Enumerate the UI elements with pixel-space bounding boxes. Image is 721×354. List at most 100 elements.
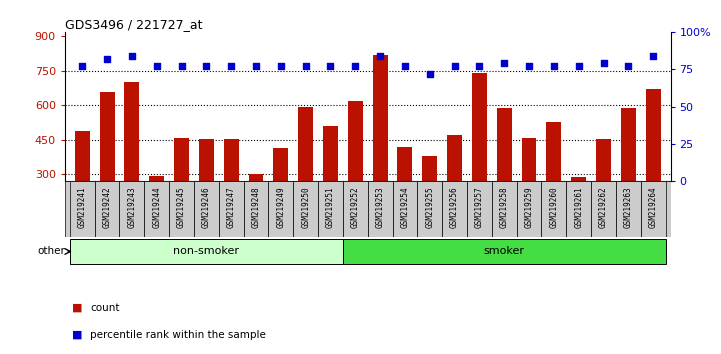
- Point: [448, 63, 460, 69]
- Point: [102, 56, 113, 62]
- Point: [424, 71, 435, 76]
- Text: ■: ■: [72, 330, 83, 339]
- Text: GSM219254: GSM219254: [400, 186, 410, 228]
- Text: GSM219243: GSM219243: [128, 186, 136, 228]
- Bar: [224, 139, 239, 244]
- Bar: [571, 177, 586, 244]
- Point: [250, 63, 262, 69]
- Bar: [199, 139, 214, 244]
- Bar: [194, 181, 218, 238]
- Point: [573, 63, 585, 69]
- Text: GSM219257: GSM219257: [475, 186, 484, 228]
- Bar: [75, 131, 89, 244]
- Bar: [249, 175, 263, 244]
- Text: GSM219241: GSM219241: [78, 186, 87, 228]
- Bar: [174, 138, 189, 244]
- Point: [226, 63, 237, 69]
- Bar: [566, 181, 591, 238]
- Text: GSM219253: GSM219253: [376, 186, 384, 228]
- Bar: [467, 181, 492, 238]
- Point: [374, 53, 386, 59]
- Bar: [392, 181, 417, 238]
- Bar: [621, 108, 636, 244]
- Text: other: other: [37, 246, 65, 257]
- Point: [622, 63, 634, 69]
- Text: GSM219251: GSM219251: [326, 186, 335, 228]
- Point: [126, 53, 138, 59]
- Bar: [492, 181, 517, 238]
- Bar: [318, 181, 343, 238]
- Point: [523, 63, 535, 69]
- Text: GDS3496 / 221727_at: GDS3496 / 221727_at: [65, 18, 203, 31]
- Bar: [641, 181, 665, 238]
- Bar: [497, 108, 512, 244]
- Point: [200, 63, 212, 69]
- Bar: [397, 147, 412, 244]
- Point: [350, 63, 361, 69]
- Text: GSM219256: GSM219256: [450, 186, 459, 228]
- Point: [399, 63, 411, 69]
- Bar: [125, 82, 139, 244]
- Bar: [591, 181, 616, 238]
- Bar: [472, 73, 487, 244]
- Bar: [99, 92, 115, 244]
- Bar: [120, 181, 144, 238]
- Bar: [323, 126, 338, 244]
- Text: percentile rank within the sample: percentile rank within the sample: [90, 330, 266, 339]
- Bar: [268, 181, 293, 238]
- Bar: [447, 135, 462, 244]
- Text: GSM219247: GSM219247: [226, 186, 236, 228]
- Bar: [541, 181, 566, 238]
- Text: smoker: smoker: [484, 246, 525, 257]
- Bar: [343, 181, 368, 238]
- Bar: [646, 89, 660, 244]
- Text: GSM219248: GSM219248: [252, 186, 260, 228]
- Point: [647, 53, 659, 59]
- Bar: [298, 107, 313, 244]
- Bar: [169, 181, 194, 238]
- Point: [498, 61, 510, 66]
- Text: GSM219259: GSM219259: [525, 186, 534, 228]
- Text: GSM219242: GSM219242: [102, 186, 112, 228]
- Bar: [517, 181, 541, 238]
- Point: [275, 63, 287, 69]
- Text: non-smoker: non-smoker: [173, 246, 239, 257]
- Point: [176, 63, 187, 69]
- Bar: [596, 139, 611, 244]
- Bar: [70, 239, 343, 264]
- Text: GSM219263: GSM219263: [624, 186, 633, 228]
- Text: GSM219249: GSM219249: [276, 186, 286, 228]
- Bar: [373, 55, 388, 244]
- Text: count: count: [90, 303, 120, 313]
- Bar: [244, 181, 268, 238]
- Bar: [218, 181, 244, 238]
- Bar: [343, 239, 665, 264]
- Bar: [368, 181, 392, 238]
- Bar: [273, 148, 288, 244]
- Point: [151, 63, 162, 69]
- Text: GSM219261: GSM219261: [574, 186, 583, 228]
- Text: GSM219250: GSM219250: [301, 186, 310, 228]
- Text: GSM219245: GSM219245: [177, 186, 186, 228]
- Point: [76, 63, 88, 69]
- Text: GSM219264: GSM219264: [649, 186, 658, 228]
- Bar: [70, 181, 94, 238]
- Text: ■: ■: [72, 303, 83, 313]
- Text: GSM219252: GSM219252: [351, 186, 360, 228]
- Bar: [521, 138, 536, 244]
- Bar: [94, 181, 120, 238]
- Text: GSM219244: GSM219244: [152, 186, 162, 228]
- Text: GSM219255: GSM219255: [425, 186, 434, 228]
- Bar: [417, 181, 442, 238]
- Point: [548, 63, 559, 69]
- Point: [324, 63, 336, 69]
- Point: [300, 63, 311, 69]
- Text: GSM219258: GSM219258: [500, 186, 509, 228]
- Bar: [423, 156, 437, 244]
- Text: GSM219262: GSM219262: [599, 186, 608, 228]
- Bar: [616, 181, 641, 238]
- Bar: [348, 101, 363, 244]
- Bar: [442, 181, 467, 238]
- Bar: [144, 181, 169, 238]
- Bar: [293, 181, 318, 238]
